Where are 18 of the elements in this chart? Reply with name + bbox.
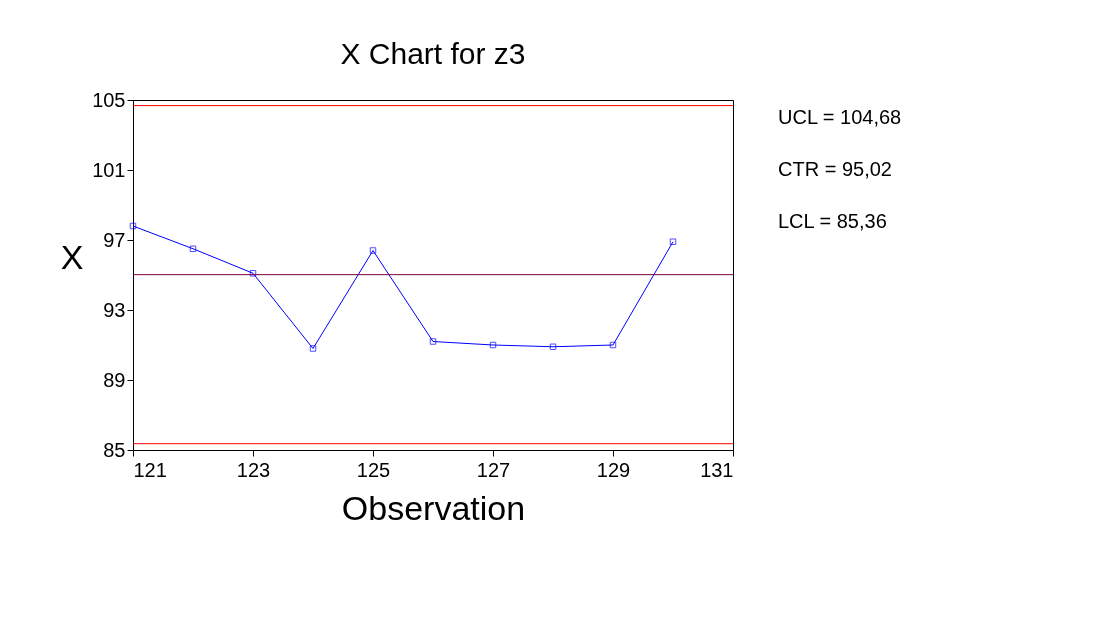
x-tick-label: 125 (356, 458, 391, 481)
x-tick-label: 131 (700, 458, 734, 481)
y-tick-label: 93 (103, 298, 126, 321)
x-tick-label: 127 (476, 458, 511, 481)
text: LCL = 85,36 (778, 210, 887, 232)
y-tick-label: 89 (103, 368, 126, 391)
text: UCL = 104,68 (778, 106, 902, 128)
y-tick-label: 105 (92, 88, 126, 111)
x-tick-label: 123 (236, 458, 271, 481)
y-axis-title: X (60, 237, 84, 276)
x-tick-label: 129 (596, 458, 631, 481)
y-tick-label: 97 (103, 228, 126, 251)
y-tick-label: 101 (92, 158, 126, 181)
x-axis-title: Observation (341, 488, 526, 527)
y-tick-label: 85 (103, 438, 126, 461)
chart-title: X Chart for z3 (340, 37, 526, 70)
text: CTR = 95,02 (778, 158, 892, 180)
x-tick-label: 121 (133, 458, 167, 481)
